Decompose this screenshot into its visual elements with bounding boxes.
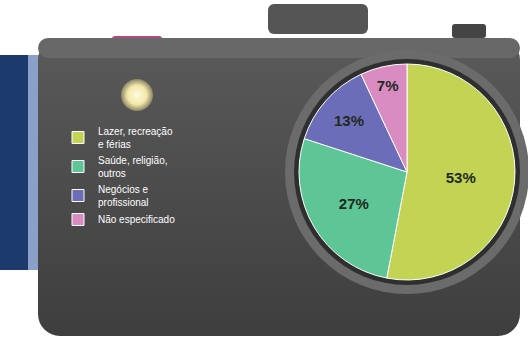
svg-text:Negócios eprofissional: Negócios eprofissional: [98, 184, 149, 208]
svg-text:53%: 53%: [446, 169, 476, 186]
svg-text:Lazer, recreaçãoe férias: Lazer, recreaçãoe férias: [98, 126, 173, 150]
svg-text:7%: 7%: [377, 77, 399, 94]
svg-text:Não especificado: Não especificado: [98, 214, 175, 225]
svg-text:Saúde, religião,outros: Saúde, religião,outros: [98, 155, 168, 179]
svg-text:13%: 13%: [334, 112, 364, 129]
svg-text:27%: 27%: [339, 195, 369, 212]
